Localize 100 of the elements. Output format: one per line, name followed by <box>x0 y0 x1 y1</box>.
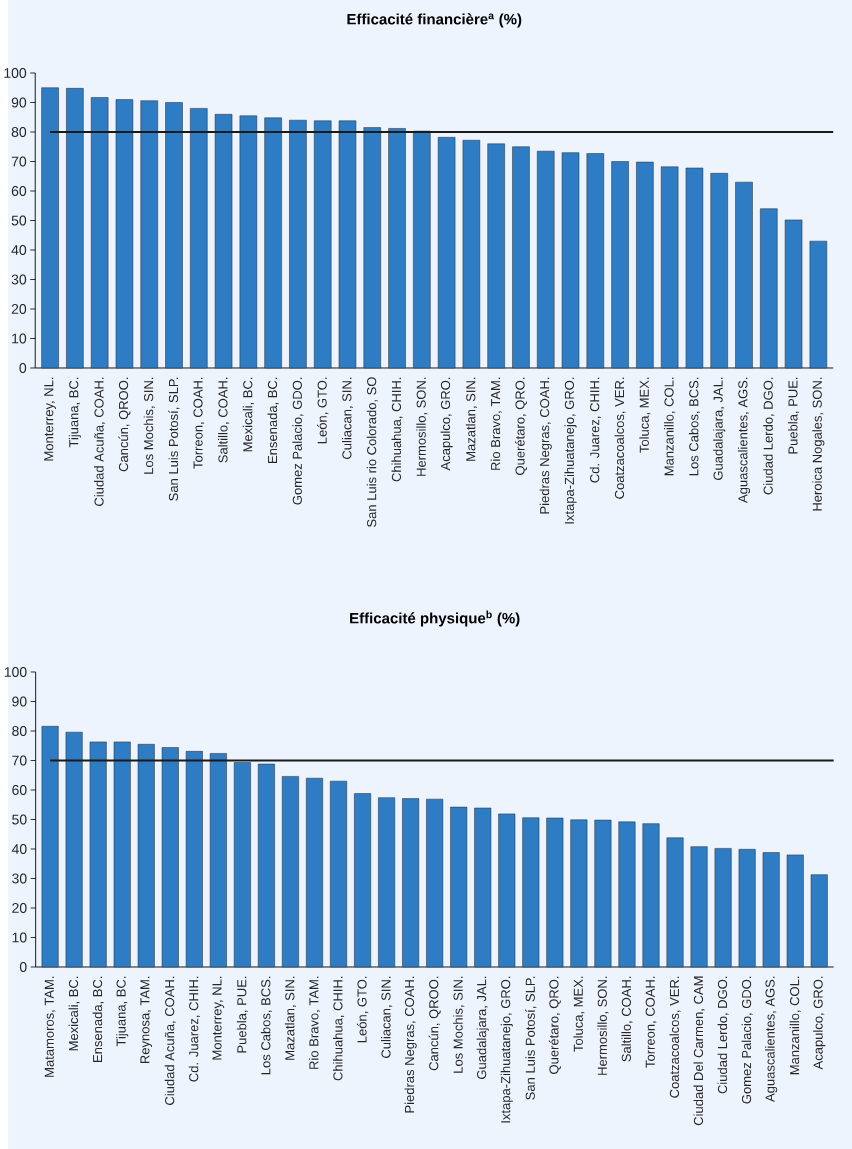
x-tick-label: Matamoros, TAM. <box>44 976 56 1077</box>
bar <box>512 146 530 369</box>
chart-title: Efficacité physique$^{b}$ (%) <box>350 610 520 627</box>
x-tick-label: Puebla, PUE. <box>236 976 248 1053</box>
x-tick-label: Culiacan, SIN. <box>341 377 353 459</box>
x-tick-label: Monterrey, NL. <box>212 976 225 1060</box>
x-tick-label: Ciudad Acuña, COAH. <box>164 976 176 1105</box>
y-tick-label: 100 <box>4 68 27 78</box>
bar <box>462 140 481 369</box>
bar <box>786 854 804 968</box>
x-tick-label: Mexicali, BC. <box>68 976 80 1051</box>
y-tick-label: 60 <box>11 186 27 196</box>
x-tick-label: Ciudad Lerdo, DGO. <box>763 377 775 495</box>
y-tick-label: 70 <box>11 156 27 167</box>
x-tick-label: Toluca, MEX. <box>573 976 585 1052</box>
y-tick-label: 30 <box>11 274 27 285</box>
x-tick-label: Rio Bravo, TAM. <box>308 976 320 1069</box>
x-tick-label: San Luis Potosí, SLP. <box>525 976 537 1100</box>
x-tick-label: Guadalajara, JAL. <box>713 377 726 480</box>
x-tick-label: Los Cabos, BCS. <box>688 377 700 476</box>
bar <box>437 137 456 369</box>
y-tick-label: 90 <box>11 97 27 108</box>
bar <box>378 797 396 968</box>
bar <box>666 837 684 968</box>
x-tick-label: Ensenada, BC. <box>92 976 104 1062</box>
bar <box>450 806 468 968</box>
bar <box>618 821 636 968</box>
bar <box>257 763 275 968</box>
x-tick-label: Mexicali, BC. <box>242 377 254 452</box>
x-tick-label: Hermosillo, SON. <box>597 976 609 1075</box>
x-tick-label: Hermosillo, SON. <box>416 377 428 476</box>
bar <box>561 152 580 369</box>
bar <box>522 817 540 968</box>
bar <box>714 848 732 968</box>
y-tick-label: 100 <box>4 667 27 677</box>
x-tick-label: Saltillo, COAH. <box>217 377 230 463</box>
bar <box>330 780 347 968</box>
x-tick-label: Piedras Negras, COAH. <box>539 377 552 514</box>
x-tick-label: Saltillo, COAH. <box>621 976 633 1062</box>
x-tick-label: Querétaro, QRO. <box>514 377 527 475</box>
bar <box>735 181 753 369</box>
x-tick-label: Monterrey, NL. <box>44 377 56 461</box>
y-tick-label: 80 <box>12 726 27 736</box>
bar <box>685 167 704 369</box>
bar <box>809 240 828 369</box>
x-tick-label: Cd. Juarez, CHIH. <box>589 377 601 483</box>
y-tick-label: 0 <box>19 363 27 373</box>
x-tick-label: Puebla, PUE. <box>787 377 800 454</box>
chart-title: Efficacité financière$^{a}$ (%) <box>347 13 522 28</box>
x-tick-label: Chihuahua, CHIH. <box>332 976 345 1081</box>
x-tick-label: Aguascalientes, AGS. <box>737 377 751 503</box>
x-tick-label: Cancún, QROO. <box>118 377 131 472</box>
y-tick-label: 40 <box>11 844 27 854</box>
x-tick-label: Aguascalientes, AGS. <box>765 976 778 1102</box>
bar <box>710 173 728 369</box>
y-tick-label: 20 <box>12 903 27 913</box>
bar <box>586 153 605 369</box>
y-tick-label: 30 <box>12 873 27 884</box>
bar <box>570 819 588 968</box>
x-tick-label: León, GTO. <box>356 976 369 1043</box>
x-tick-label: Ixtapa-Zihuatanejo, GRO. <box>564 377 577 524</box>
x-tick-label: Acapulco, GRO. <box>440 377 453 471</box>
bar <box>594 819 612 968</box>
bar <box>762 852 780 968</box>
x-tick-label: Cancún, QROO. <box>428 976 441 1071</box>
x-tick-label: Querétaro, QRO. <box>548 976 561 1074</box>
x-tick-label: Mazatlan, SIN. <box>284 976 296 1060</box>
y-tick-label: 0 <box>19 962 27 972</box>
x-tick-label: San Luis rio Colorado, SO <box>366 377 378 527</box>
y-tick-label: 10 <box>12 932 27 943</box>
x-tick-label: Ciudad Lerdo, DGO. <box>717 976 729 1094</box>
x-tick-label: Ensenada, BC. <box>267 377 279 463</box>
y-tick-label: 80 <box>11 127 27 137</box>
x-tick-label: Ciudad Del Carmen, CAM <box>693 976 705 1126</box>
bar <box>660 166 679 369</box>
x-tick-label: Tijuana, BC. <box>68 377 81 448</box>
bar <box>760 208 778 369</box>
x-tick-label: Culiacan, SIN. <box>381 976 393 1058</box>
bar <box>305 777 323 968</box>
bar <box>642 823 660 968</box>
bar <box>498 813 516 968</box>
bar <box>426 798 444 968</box>
bar <box>546 817 564 968</box>
bar <box>281 776 299 968</box>
bar <box>784 219 803 369</box>
x-tick-label: Tijuana, BC. <box>116 976 129 1047</box>
x-tick-label: Toluca, MEX. <box>639 377 651 453</box>
x-tick-label: Mazatlan, SIN. <box>465 377 477 461</box>
bar <box>810 874 828 968</box>
x-tick-label: Gomez Palacio, GDO. <box>292 377 304 505</box>
x-tick-label: Chihuahua, CHIH. <box>391 377 403 482</box>
bar <box>474 807 492 968</box>
x-tick-label: Manzanillo, COL. <box>789 976 801 1075</box>
x-tick-label: Ixtapa-Zihuatanejo, GRO. <box>500 976 513 1123</box>
y-tick-label: 10 <box>12 333 27 344</box>
y-tick-label: 50 <box>11 215 27 226</box>
x-tick-label: León, GTO. <box>317 377 329 444</box>
x-tick-label: Torreon, COAH. <box>193 377 205 469</box>
bar <box>738 849 756 968</box>
x-tick-label: Reynosa, TAM. <box>140 976 153 1064</box>
